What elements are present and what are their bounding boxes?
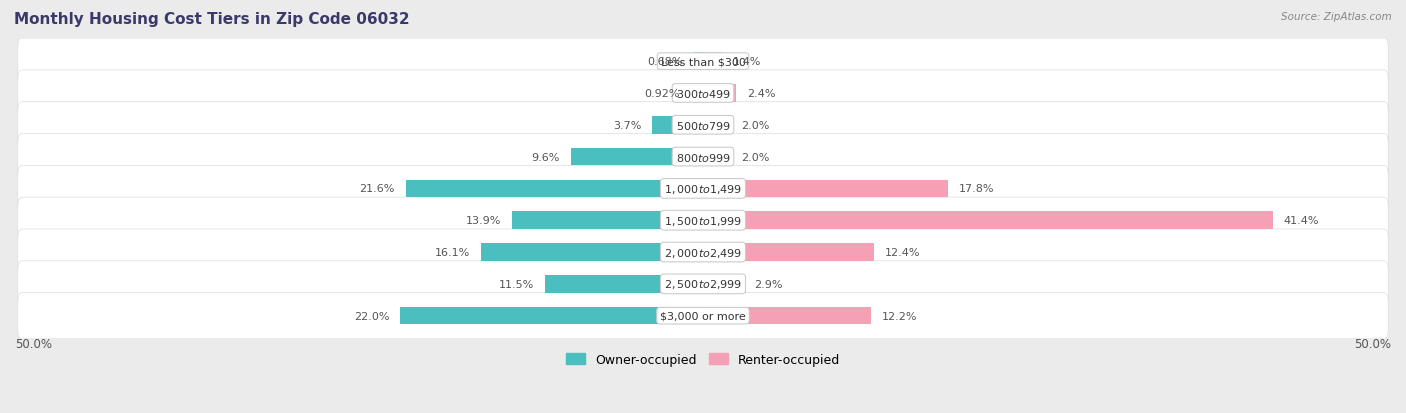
Text: 16.1%: 16.1% [436,247,471,257]
Bar [703,148,731,166]
FancyBboxPatch shape [18,134,1388,180]
Text: $1,000 to $1,499: $1,000 to $1,499 [664,183,742,195]
Bar [406,180,703,198]
Text: 11.5%: 11.5% [499,279,534,289]
Text: 2.0%: 2.0% [741,121,770,131]
Text: $2,000 to $2,499: $2,000 to $2,499 [664,246,742,259]
Text: 13.9%: 13.9% [465,216,501,225]
Text: 50.0%: 50.0% [15,337,52,351]
FancyBboxPatch shape [18,261,1388,307]
Bar [690,85,703,102]
Text: $300 to $499: $300 to $499 [675,88,731,100]
FancyBboxPatch shape [18,71,1388,117]
Bar [401,307,703,325]
Text: 17.8%: 17.8% [959,184,994,194]
Bar [703,275,742,293]
FancyBboxPatch shape [18,293,1388,339]
Text: 21.6%: 21.6% [360,184,395,194]
FancyBboxPatch shape [18,39,1388,85]
Bar [512,212,703,230]
Bar [571,148,703,166]
Bar [703,212,1272,230]
Text: Monthly Housing Cost Tiers in Zip Code 06032: Monthly Housing Cost Tiers in Zip Code 0… [14,12,409,27]
Bar [703,117,731,134]
Text: 0.92%: 0.92% [644,89,679,99]
Text: 12.4%: 12.4% [884,247,920,257]
FancyBboxPatch shape [18,166,1388,212]
Text: 12.2%: 12.2% [882,311,917,321]
Text: $2,500 to $2,999: $2,500 to $2,999 [664,278,742,291]
Text: 9.6%: 9.6% [531,152,560,162]
Bar [544,275,703,293]
Text: 1.4%: 1.4% [734,57,762,67]
Bar [703,180,948,198]
Bar [481,244,703,261]
Bar [703,244,873,261]
Text: $3,000 or more: $3,000 or more [661,311,745,321]
Text: 2.0%: 2.0% [741,152,770,162]
Bar [652,117,703,134]
Text: Less than $300: Less than $300 [661,57,745,67]
Legend: Owner-occupied, Renter-occupied: Owner-occupied, Renter-occupied [561,348,845,371]
Text: 41.4%: 41.4% [1284,216,1319,225]
Text: 2.4%: 2.4% [747,89,776,99]
Text: 0.68%: 0.68% [647,57,683,67]
Text: Source: ZipAtlas.com: Source: ZipAtlas.com [1281,12,1392,22]
Text: 2.9%: 2.9% [754,279,782,289]
FancyBboxPatch shape [18,230,1388,275]
Text: 22.0%: 22.0% [354,311,389,321]
Text: $500 to $799: $500 to $799 [675,119,731,131]
Text: $800 to $999: $800 to $999 [675,151,731,163]
FancyBboxPatch shape [18,198,1388,244]
FancyBboxPatch shape [18,102,1388,148]
Text: 3.7%: 3.7% [613,121,641,131]
Bar [703,53,723,71]
Bar [693,53,703,71]
Text: 50.0%: 50.0% [1354,337,1391,351]
Text: $1,500 to $1,999: $1,500 to $1,999 [664,214,742,227]
Bar [703,85,735,102]
Bar [703,307,870,325]
